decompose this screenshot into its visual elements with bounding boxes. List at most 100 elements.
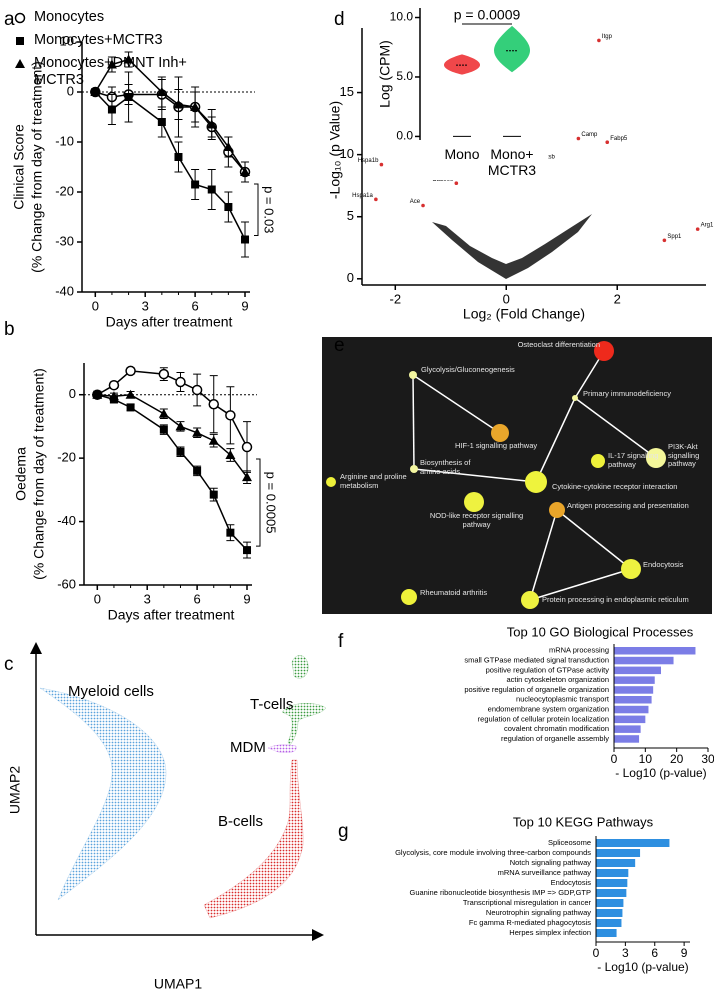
y-tick-label: 0 [67,83,74,98]
x-axis-label: Log₂ (Fold Change) [463,306,585,322]
gene-point [695,227,700,231]
node-label: Cytokine-cytokine receptor interaction [552,482,678,491]
y-tick-label: -40 [55,283,74,298]
node-label: Osteoclast differentiation [517,340,600,349]
data-point [226,528,235,537]
y-tick-label: -20 [57,450,76,465]
bar [596,929,617,937]
data-point [241,441,253,453]
node-label: HIF-1 signalling pathway [455,441,538,450]
cluster-cells [39,687,167,901]
category-label: positive regulation of organelle organiz… [464,685,609,694]
category-label: Fc gamma R-mediated phagocytosis [469,918,591,927]
cluster-cells [267,744,297,753]
category-label: endomembrane system organization [488,705,609,714]
legend-marker [14,12,26,24]
y-axis-label: Oedema [13,447,29,501]
data-point [106,59,117,69]
node-label: Antigen processing and presentation [567,501,689,510]
data-point [175,376,186,388]
y-tick-label: -40 [57,513,76,528]
legend-label: Monocytes [34,9,105,25]
gene-label: Itgp [602,34,613,40]
x-tick-label: 30 [701,752,714,766]
x-tick-label: 3 [142,298,149,313]
data-point [175,421,186,431]
network-edge [412,374,501,434]
gene-label: Spp1 [667,234,682,240]
category-label: nucleocytoplasmic transport [516,695,610,704]
data-point [126,403,135,412]
y-axis-label: Clinical Score [11,124,27,210]
bar [596,869,629,877]
gene-point [597,38,601,43]
category-label: Mono [444,146,480,162]
category-label: Guanine ribonucleotide biosynthesis IMP … [410,888,592,897]
data-point [241,235,250,244]
data-point [92,389,103,399]
data-point [223,142,234,151]
gene-label: Hspa1b [358,158,379,164]
bar [614,647,696,655]
data-point [206,119,217,129]
category-label: Glycolysis, core module involving three-… [395,848,591,857]
network-edge [412,374,415,470]
node-label: Protein processing in endoplasmic reticu… [542,595,689,604]
gene-point [576,136,581,141]
bar [614,696,652,704]
data-point [108,391,119,401]
category-label: Herpes simplex infection [509,928,591,937]
y-tick-label: 5 [347,208,354,223]
bar [614,705,649,714]
node-label: NOD-like receptor signalling pathway [429,511,524,529]
series-line [94,91,246,240]
data-point [193,466,202,475]
data-point [125,365,136,377]
cluster-label: MDM [230,739,266,756]
gene-label: Camp [581,132,598,138]
x-tick-label: 6 [651,946,658,960]
bar [596,899,624,907]
data-point [123,54,134,64]
category-label: Notch signaling pathway [510,858,592,867]
node-label: Arginine and proline metabolism [340,472,407,490]
chart-title: Top 10 GO Biological Processes [507,624,694,639]
data-point [190,102,201,111]
data-point [173,99,184,109]
cluster-label: B-cells [218,813,263,830]
bar [614,656,674,665]
gene-point [379,162,384,167]
network-node [401,589,417,605]
network-edge [535,397,576,483]
category-label: Spliceosome [548,838,591,847]
network-node [525,471,547,493]
network-node [594,341,614,361]
network-node [621,559,641,579]
cluster-cells [281,655,327,746]
gene-point [605,140,610,145]
node-label: Rheumatoid arthritis [420,588,488,597]
significance-bracket [256,458,261,547]
chart-title: Top 10 KEGG Pathways [513,814,654,829]
gene-label: Ace [410,199,421,205]
data-point [191,180,200,189]
bar [596,839,670,847]
category-label: Endocytosis [551,878,592,887]
bar [596,849,641,857]
data-point [107,105,116,114]
p-value: p = 0.0005 [264,472,279,534]
category-label: mRNA processing [549,646,609,655]
gene-point [662,238,667,243]
bar [614,666,661,675]
data-point [243,546,252,555]
panel-letter: e [334,335,345,356]
violin [494,25,530,73]
y-tick-label: -30 [55,233,74,248]
network-edge [529,568,632,601]
node-label: Endocytosis [643,560,684,569]
bar [614,735,640,743]
bar [614,686,654,694]
legend-marker [16,37,24,45]
